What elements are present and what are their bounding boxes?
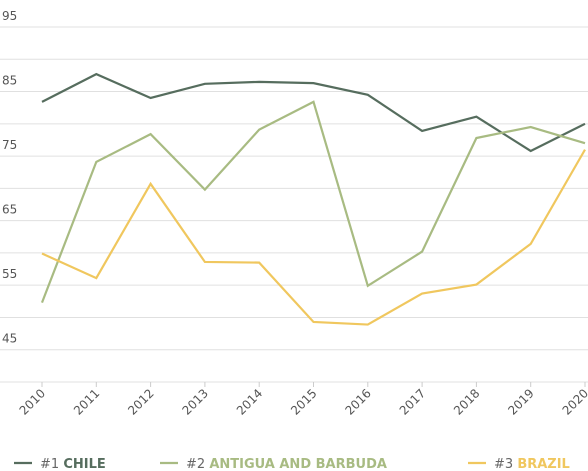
legend-name: CHILE	[63, 457, 105, 471]
legend-item: #2 ANTIGUA AND BARBUDA	[160, 457, 387, 471]
series-line	[40, 100, 586, 304]
x-tick-label: 2011	[71, 386, 102, 417]
y-tick-label: 75	[2, 138, 17, 152]
series-line	[41, 149, 586, 326]
y-tick-label: 55	[2, 267, 17, 281]
legend-rank: #1	[40, 457, 59, 471]
x-tick-label: 2013	[180, 386, 211, 417]
legend-item: #3 BRAZIL	[468, 457, 570, 471]
y-tick-label: 85	[2, 74, 17, 88]
y-tick-label: 95	[2, 9, 17, 23]
x-tick-label: 2020	[560, 386, 588, 417]
legend-name: BRAZIL	[517, 457, 570, 471]
x-tick-label: 2018	[451, 386, 482, 417]
x-tick-label: 2014	[234, 386, 265, 417]
y-tick-label: 65	[2, 203, 17, 217]
legend-label: #2 ANTIGUA AND BARBUDA	[186, 457, 387, 471]
y-tick-label: 45	[2, 332, 17, 346]
legend-label: #1 CHILE	[40, 457, 106, 471]
x-tick-label: 2016	[342, 386, 373, 417]
x-tick-label: 2017	[397, 386, 428, 417]
legend-label: #3 BRAZIL	[494, 457, 570, 471]
x-tick-label: 2015	[288, 386, 319, 417]
series-line	[41, 72, 586, 153]
legend-rank: #3	[494, 457, 513, 471]
legend-item: #1 CHILE	[14, 457, 106, 471]
x-tick-label: 2010	[17, 386, 48, 417]
legend-rank: #2	[186, 457, 205, 471]
x-tick-label: 2019	[505, 386, 536, 417]
x-tick-label: 2012	[125, 386, 156, 417]
legend-name: ANTIGUA AND BARBUDA	[209, 457, 387, 471]
